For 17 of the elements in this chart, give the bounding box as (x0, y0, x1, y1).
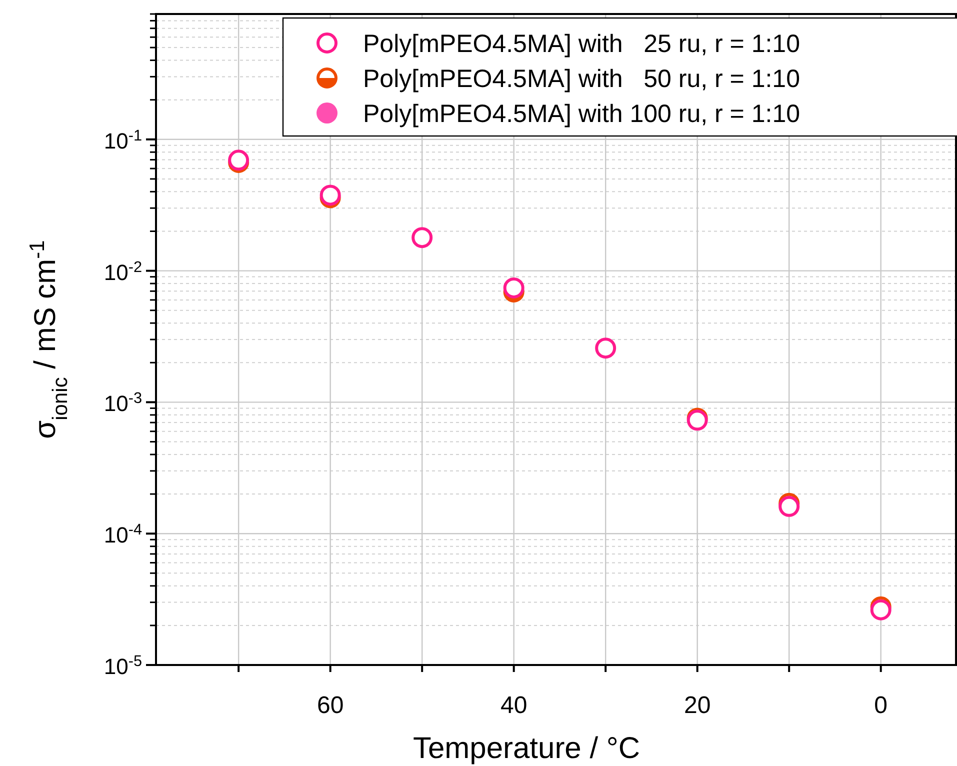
point (503, 277, 524, 298)
x-tick-label: 60 (316, 692, 344, 719)
x-tick-label: 0 (874, 692, 888, 719)
x-axis-title: Temperature / °C (412, 732, 640, 765)
legend-label: Poly[mPEO4.5MA] with 25 ru, r = 1:10 (363, 30, 800, 58)
y-tick-label: 10$^{-3}$ (104, 390, 142, 416)
point (595, 338, 616, 359)
y-tick-label: 10$^{-4}$ (104, 521, 142, 548)
y-tick-label: 10$^{-1}$ (104, 126, 142, 154)
y-tick-label: 10$^{-2}$ (104, 258, 142, 285)
point (412, 227, 433, 248)
x-tick-label: 40 (500, 692, 528, 719)
point (320, 184, 341, 206)
x-tick-label: 20 (684, 692, 711, 719)
legend-label: Poly[mPEO4.5MA] with 100 ru, r = 1:10 (363, 100, 800, 128)
y-tick-label: 10$^{-5}$ (104, 652, 142, 679)
legend-label: Poly[mPEO4.5MA] with 50 ru, r = 1:10 (363, 65, 800, 93)
